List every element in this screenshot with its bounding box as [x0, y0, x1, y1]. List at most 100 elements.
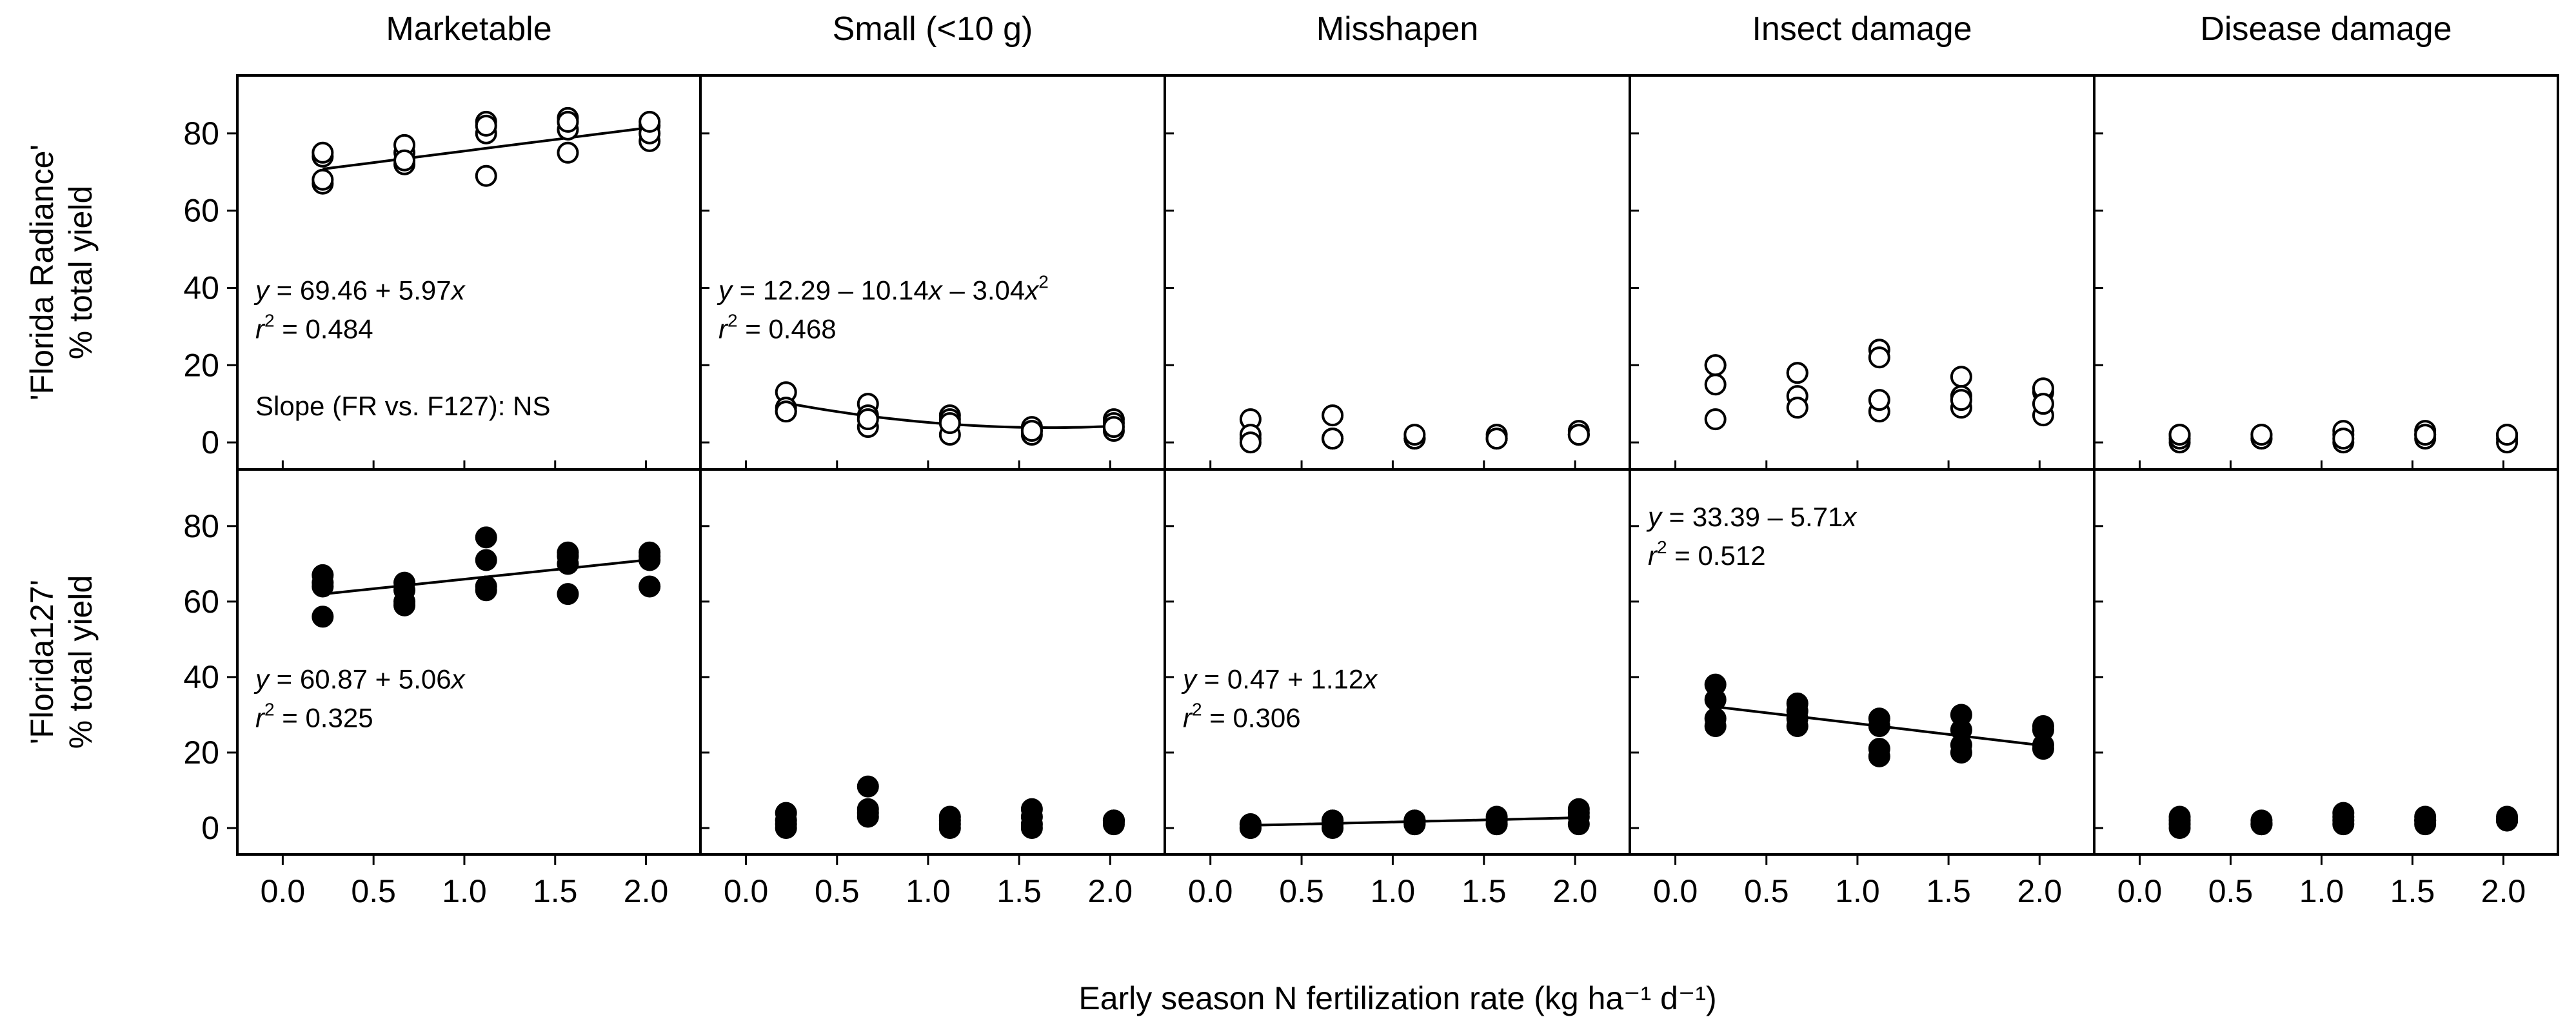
data-point [938, 817, 961, 840]
x-axis-title: Early season N fertilization rate (kg ha… [1078, 980, 1716, 1016]
panel-disease-damage-row1 [2093, 74, 2559, 471]
x-tick-label: 2.0 [2481, 873, 2526, 909]
data-point [1485, 813, 1508, 836]
x-tick-label: 1.0 [442, 873, 487, 909]
data-point [857, 775, 879, 798]
data-point [1020, 817, 1043, 840]
data-point [1704, 689, 1727, 711]
x-tick-label: 0.5 [815, 873, 860, 909]
column-title: Misshapen [1316, 10, 1478, 48]
data-point [1322, 404, 1344, 427]
row-label-line2: % total yield [63, 186, 99, 360]
data-point [1704, 707, 1727, 730]
y-tick-label: 40 [183, 270, 219, 306]
panel-frame [2093, 74, 2559, 471]
panel-frame [699, 74, 1166, 471]
panel-misshapen-row1 [1164, 74, 1631, 471]
data-point [2168, 805, 2191, 828]
x-tick-label: 0.0 [1188, 873, 1233, 909]
row-label-line1: 'Florida127' [24, 580, 60, 744]
x-tick-label: 0.0 [261, 873, 306, 909]
data-point [557, 583, 579, 606]
data-point [1322, 809, 1344, 832]
data-point [1704, 354, 1727, 377]
data-point [1102, 809, 1125, 832]
panel-small-10-g--row2 [699, 468, 1166, 856]
data-point [639, 110, 661, 133]
regression-equation: y = 0.47 + 1.12x [1181, 664, 1378, 694]
y-tick-label: 0 [201, 424, 219, 460]
x-tick-label: 0.0 [2117, 873, 2163, 909]
x-tick-label: 1.5 [996, 873, 1042, 909]
x-tick-label: 1.0 [2299, 873, 2344, 909]
data-point [1868, 738, 1890, 760]
panels: y = 69.46 + 5.97x r2 = 0.484 Slope (FR vs.… [236, 74, 2559, 856]
x-tick-label: 0.5 [351, 873, 396, 909]
x-tick-label: 1.0 [1835, 873, 1880, 909]
r-squared: r2 = 0.468 [718, 310, 837, 344]
panel-frame [2093, 468, 2559, 856]
row-label-line1: 'Florida Radiance' [24, 144, 60, 400]
data-point [1950, 734, 1972, 756]
data-point [2332, 428, 2355, 450]
x-tick-label: 1.5 [1926, 873, 1971, 909]
panel-marketable-row2: y = 60.87 + 5.06x r2 = 0.325 [236, 468, 702, 856]
regression-line [322, 126, 650, 171]
data-point [475, 114, 497, 137]
y-tick-label: 60 [183, 193, 219, 229]
data-point [393, 590, 416, 613]
data-point [1786, 397, 1808, 419]
data-point [1868, 389, 1890, 411]
data-point [857, 802, 879, 824]
data-point [2032, 734, 2054, 756]
x-tick-label: 0.5 [1744, 873, 1789, 909]
column-title: Marketable [386, 10, 551, 48]
regression-equation: y = 69.46 + 5.97x [253, 275, 466, 305]
x-tick-label: 1.0 [906, 873, 951, 909]
data-point [557, 141, 579, 164]
data-point [857, 408, 879, 431]
x-tick-label: 2.0 [2017, 873, 2063, 909]
data-point [312, 141, 334, 164]
panel-insect-damage-row1 [1629, 74, 2095, 471]
data-point [1485, 428, 1508, 450]
data-point [475, 575, 497, 598]
data-point [639, 575, 661, 598]
panel-frame [1164, 74, 1631, 471]
x-tick-label: 0.0 [1653, 873, 1698, 909]
data-point [2250, 813, 2273, 836]
regression-equation: y = 33.39 – 5.71x [1646, 502, 1858, 532]
data-point [639, 549, 661, 571]
y-tick-label: 80 [183, 508, 219, 544]
r-squared: r2 = 0.512 [1648, 537, 1766, 571]
data-point [2414, 809, 2437, 832]
x-tick-label: 1.5 [2390, 873, 2435, 909]
y-tick-label: 40 [183, 659, 219, 695]
data-point [393, 149, 416, 172]
y-tick-label: 20 [183, 347, 219, 383]
data-point [2332, 809, 2355, 832]
data-point [475, 164, 497, 187]
x-tick-label: 2.0 [1552, 873, 1598, 909]
data-point [1403, 813, 1426, 836]
data-point [1950, 389, 1972, 411]
data-point [312, 168, 334, 191]
data-point [312, 606, 334, 628]
data-point [1102, 416, 1125, 439]
panel-frame [1164, 468, 1631, 856]
data-point [938, 412, 961, 435]
data-point [2168, 424, 2191, 446]
data-point [775, 400, 797, 423]
r-squared: r2 = 0.306 [1183, 699, 1301, 733]
y-tick-label: 20 [183, 735, 219, 771]
data-point [1786, 362, 1808, 384]
axes: 0 20 40 60 80 0 20 40 60 80 0.0 0.5 1.0 1.5 2.0 0.0 0.5 1… [183, 115, 2526, 909]
x-tick-label: 0.5 [2208, 873, 2254, 909]
column-title: Disease damage [2200, 10, 2452, 48]
data-point [1704, 373, 1727, 396]
regression-equation: y = 60.87 + 5.06x [253, 664, 466, 694]
r-squared: r2 = 0.325 [255, 699, 373, 733]
data-point [1868, 346, 1890, 369]
r-squared: r2 = 0.484 [255, 310, 373, 344]
